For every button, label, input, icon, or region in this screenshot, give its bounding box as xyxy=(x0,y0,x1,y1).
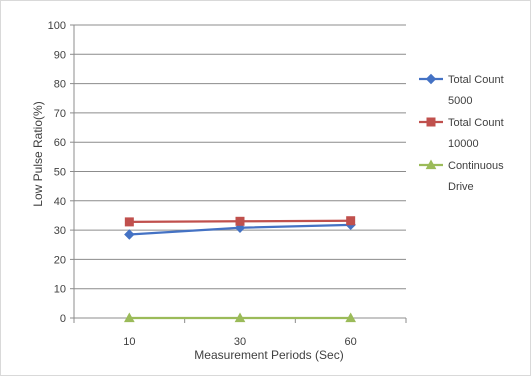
gridlines xyxy=(74,24,406,290)
y-axis-title: Low Pulse Ratio(%) xyxy=(31,101,45,206)
data-point xyxy=(235,216,245,226)
y-tick-labels: 0 10 20 30 40 50 60 70 80 90 100 xyxy=(48,20,66,325)
legend-label: 5000 xyxy=(448,95,472,107)
y-tick-label: 80 xyxy=(54,79,66,91)
x-axis-title: Measurement Periods (Sec) xyxy=(194,348,343,362)
series-3 xyxy=(123,312,357,323)
y-tick-label: 20 xyxy=(54,254,66,266)
legend-label: Total Count xyxy=(448,74,504,86)
axes xyxy=(70,24,407,323)
y-tick-label: 90 xyxy=(54,49,66,61)
x-tick-label: 30 xyxy=(234,336,246,348)
y-tick-label: 40 xyxy=(54,196,66,208)
x-tick-labels: 10 30 60 xyxy=(123,336,357,348)
legend-label: 10000 xyxy=(448,138,479,150)
data-point xyxy=(234,312,246,323)
y-tick-label: 0 xyxy=(60,313,66,325)
data-point xyxy=(345,312,357,323)
y-tick-label: 50 xyxy=(54,167,66,179)
y-tick-label: 60 xyxy=(54,137,66,149)
legend-label: Total Count xyxy=(448,117,504,129)
legend-swatch-marker xyxy=(426,117,436,127)
data-point xyxy=(124,229,135,240)
legend-swatch-marker xyxy=(425,73,437,85)
legend-item-1: Total Count 5000 xyxy=(419,73,504,107)
data-point xyxy=(346,216,356,226)
y-tick-label: 30 xyxy=(54,225,66,237)
y-tick-label: 10 xyxy=(54,284,66,296)
data-point xyxy=(124,217,134,227)
data-point xyxy=(123,312,135,323)
legend-item-2: Total Count 10000 xyxy=(419,117,504,150)
x-tick-label: 10 xyxy=(123,336,135,348)
legend-item-3: Continuous Drive xyxy=(419,159,504,193)
legend-label: Drive xyxy=(448,181,474,193)
x-tick-label: 60 xyxy=(345,336,357,348)
legend-swatch-marker xyxy=(425,159,437,170)
series-2 xyxy=(124,216,356,227)
y-tick-label: 70 xyxy=(54,108,66,120)
series-group xyxy=(123,216,357,323)
legend-label: Continuous xyxy=(448,160,504,172)
y-tick-label: 100 xyxy=(48,20,66,32)
legend: Total Count 5000 Total Count 10000 Continuou… xyxy=(419,73,504,193)
